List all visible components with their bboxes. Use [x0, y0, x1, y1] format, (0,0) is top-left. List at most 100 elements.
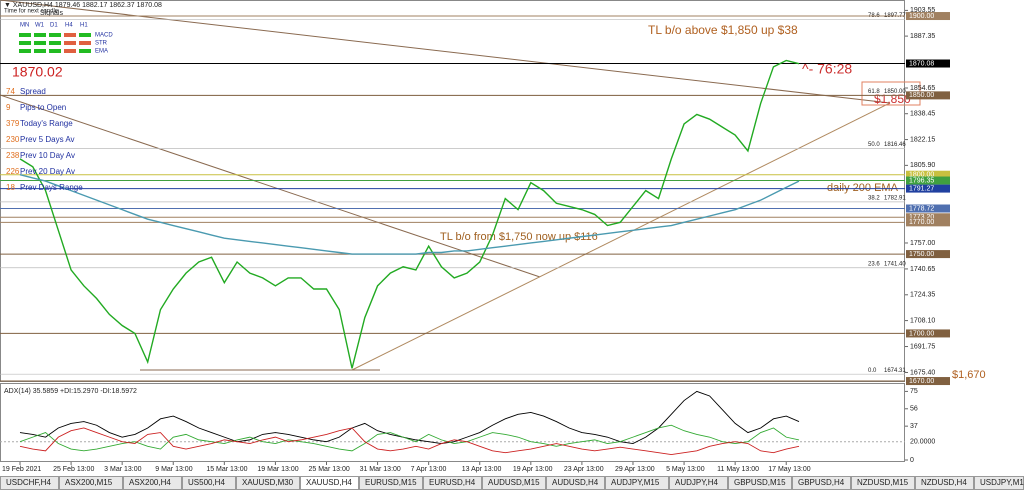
info-text: Prev 5 Days Av — [20, 135, 75, 144]
info-num: 74 — [6, 87, 15, 96]
signal-cell — [64, 49, 76, 53]
tab-label[interactable]: EURUSD,M15 — [365, 478, 417, 487]
signal-row: STR — [95, 41, 108, 47]
level-label: 1800.00 — [909, 172, 934, 179]
tab-label[interactable]: EURUSD,H4 — [429, 478, 476, 487]
tab-label[interactable]: US500,H4 — [188, 478, 225, 487]
fib-price: 1850.00 — [884, 89, 906, 95]
y-tick-label: 1854.65 — [910, 85, 935, 92]
annotation: $1,670 — [952, 369, 986, 381]
y-tick-label: 1708.10 — [910, 317, 935, 324]
tab-label[interactable]: AUDUSD,M15 — [488, 478, 540, 487]
y-tick-label: 1822.15 — [910, 136, 935, 143]
signal-row: EMA — [95, 49, 108, 55]
signal-cell — [34, 33, 46, 37]
signal-cell — [34, 49, 46, 53]
tab-label[interactable]: AUDUSD,H4 — [552, 478, 599, 487]
signal-row: MACD — [95, 33, 113, 39]
tab-label[interactable]: USDCHF,H4 — [6, 478, 51, 487]
level-label: 1750.00 — [909, 251, 934, 258]
fib-price: 1741.40 — [884, 261, 906, 267]
level-label: 1670.00 — [909, 378, 934, 385]
signal-cell — [79, 49, 91, 53]
tab-label[interactable]: NZDUSD,H4 — [921, 478, 967, 487]
tab-label[interactable]: XAUUSD,H4 — [306, 478, 352, 487]
subheader: Time for next candle — [4, 9, 59, 15]
info-num: 18 — [6, 183, 15, 192]
x-tick-label: 19 Mar 13:00 — [257, 466, 298, 473]
x-tick-label: 11 May 13:00 — [717, 466, 759, 473]
trend-line — [351, 102, 891, 371]
series-line — [19, 424, 800, 452]
level-box — [906, 213, 950, 222]
tab-label[interactable]: GBPUSD,M15 — [734, 478, 786, 487]
timeframe: D1 — [50, 23, 58, 29]
signal-cell — [49, 49, 61, 53]
info-text: Prev Days Range — [20, 183, 83, 192]
x-tick-label: 23 Apr 13:00 — [564, 466, 604, 473]
info-num: 230 — [6, 135, 20, 144]
fib-ratio: 61.8 — [868, 89, 880, 95]
level-label: 1773.20 — [909, 214, 934, 221]
price: 1870.02 — [12, 64, 63, 80]
info-text: Prev 20 Day Av — [20, 167, 75, 176]
fib-ratio: 0.0 — [868, 368, 877, 374]
y-tick-label: 56 — [910, 406, 918, 413]
signal-cell — [64, 41, 76, 45]
signal-cell — [19, 49, 31, 53]
timeframe: W1 — [35, 23, 45, 29]
header: ▼ XAUUSD,H4 1879.46 1882.17 1862.37 1870… — [4, 2, 162, 9]
tab-label[interactable]: NZDUSD,M15 — [857, 478, 909, 487]
trend-line — [0, 0, 891, 104]
info-text: Spread — [20, 87, 46, 96]
level-box — [906, 250, 950, 259]
level-label: 1778.72 — [909, 205, 934, 212]
x-tick-label: 5 May 13:00 — [666, 466, 705, 473]
tab-label[interactable]: AUDJPY,H4 — [675, 478, 719, 487]
tab-label[interactable]: USDJPY,M15 — [980, 478, 1024, 487]
series-line — [19, 174, 800, 255]
x-tick-label: 17 May 13:00 — [768, 466, 811, 473]
fib-price: 1674.31 — [884, 368, 906, 374]
x-tick-label: 25 Feb 13:00 — [53, 466, 94, 473]
annotation: ^- 76:28 — [802, 61, 852, 77]
y-tick-label: 1757.00 — [910, 240, 935, 247]
x-tick-label: 19 Feb 2021 — [2, 466, 41, 473]
level-label: 1791.27 — [909, 185, 934, 192]
info-text: Prev 10 Day Av — [20, 151, 75, 160]
level-label: 1900.00 — [909, 13, 934, 20]
x-tick-label: 31 Mar 13:00 — [360, 466, 401, 473]
fib-ratio: 50.0 — [868, 142, 880, 148]
annotation: TL b/o above $1,850 up $38 — [648, 23, 798, 37]
y-tick-label: 1740.65 — [910, 266, 935, 273]
signal-cell — [19, 41, 31, 45]
fib-price: 1816.46 — [884, 142, 906, 148]
tab-label[interactable]: ASX200,H4 — [129, 478, 171, 487]
info-num: 9 — [6, 103, 11, 112]
info-num: 226 — [6, 167, 20, 176]
annotation: daily 200 EMA — [827, 182, 899, 194]
y-tick-label: 1691.75 — [910, 343, 935, 350]
signal-cell — [64, 33, 76, 37]
x-tick-label: 25 Mar 13:00 — [308, 466, 349, 473]
signal-cell — [34, 41, 46, 45]
level-box — [906, 91, 950, 100]
y-tick-label: 1805.90 — [910, 162, 935, 169]
tab-label[interactable]: XAUUSD,M30 — [242, 478, 294, 487]
level-label: 1870.08 — [909, 60, 934, 67]
tab-label[interactable]: GBPUSD,H4 — [798, 478, 845, 487]
series-line — [19, 390, 800, 445]
tab-label[interactable]: ASX200,M15 — [65, 478, 113, 487]
level-box — [906, 329, 950, 338]
y-tick-label: 1903.55 — [910, 7, 935, 14]
tab-label[interactable]: AUDJPY,M15 — [611, 478, 660, 487]
signal-cell — [49, 33, 61, 37]
x-tick-label: 19 Apr 13:00 — [513, 466, 553, 473]
level-label: 1770.00 — [909, 219, 934, 226]
level-label: 1700.00 — [909, 330, 934, 337]
level-box — [906, 170, 950, 179]
timeframe: H4 — [65, 23, 73, 29]
level-box — [906, 377, 950, 386]
fib-ratio: 23.6 — [868, 261, 880, 267]
series-line — [19, 59, 800, 369]
